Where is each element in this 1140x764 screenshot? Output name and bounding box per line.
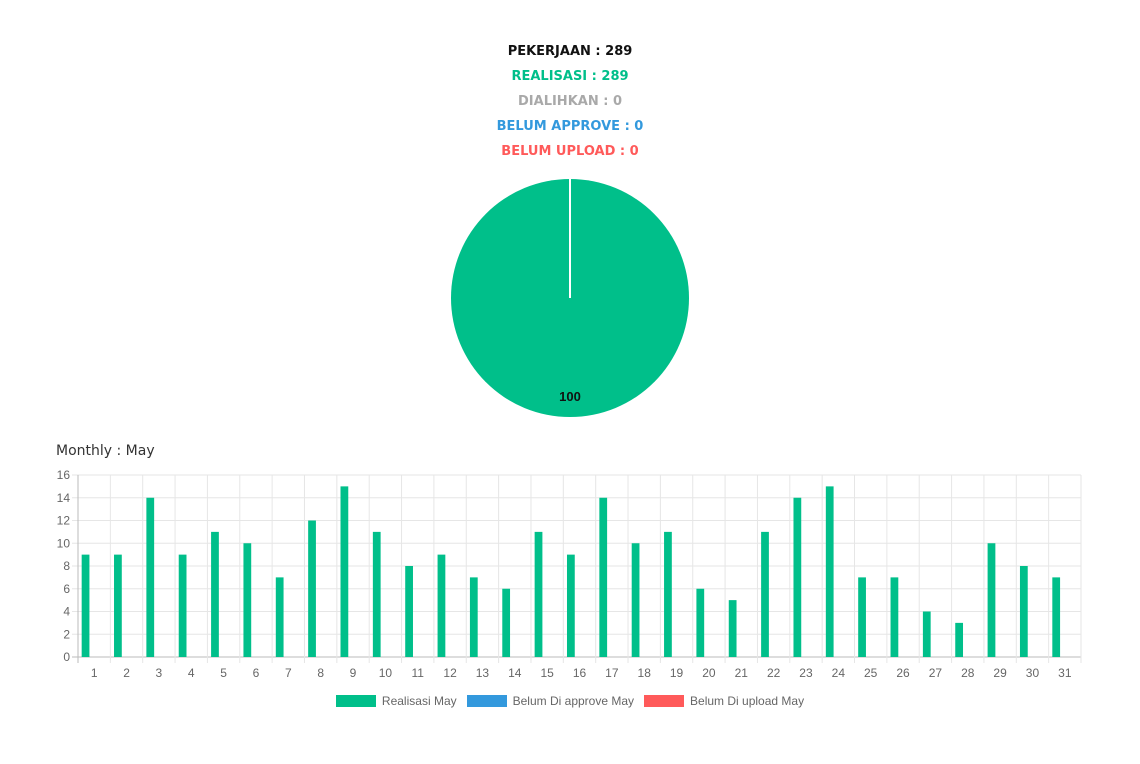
bar-realisasi (631, 543, 640, 657)
y-tick-label: 8 (63, 559, 70, 573)
x-tick-label: 15 (540, 666, 554, 680)
x-tick-label: 4 (188, 666, 195, 680)
realisasi-count: REALISASI : 289 (511, 69, 629, 84)
x-tick-label: 25 (864, 666, 878, 680)
bar-realisasi (793, 497, 802, 657)
dialihkan-count: DIALIHKAN : 0 (518, 94, 622, 109)
bar-realisasi (340, 486, 349, 657)
bar-realisasi (664, 531, 672, 657)
x-tick-label: 9 (350, 666, 357, 680)
bar-realisasi (275, 577, 284, 657)
belum-approve-count: BELUM APPROVE : 0 (496, 119, 644, 134)
pekerjaan-count: PEKERJAAN : 289 (507, 44, 633, 59)
x-tick-label: 31 (1058, 666, 1072, 680)
bar-realisasi (81, 554, 90, 657)
x-tick-label: 10 (379, 666, 393, 680)
x-tick-label: 7 (285, 666, 292, 680)
bar-realisasi (858, 577, 866, 657)
x-tick-label: 24 (832, 666, 846, 680)
bar-realisasi (534, 531, 543, 657)
bar-realisasi (761, 531, 769, 657)
bar-realisasi (469, 577, 478, 657)
y-tick-label: 0 (63, 650, 70, 664)
x-tick-label: 19 (670, 666, 684, 680)
x-tick-label: 12 (443, 666, 457, 680)
x-tick-label: 13 (476, 666, 490, 680)
bar-realisasi (502, 588, 511, 657)
x-tick-label: 30 (1026, 666, 1040, 680)
legend-label: Belum Di upload May (690, 694, 805, 708)
bar-realisasi (1052, 577, 1061, 657)
x-tick-label: 20 (702, 666, 716, 680)
x-tick-label: 29 (993, 666, 1007, 680)
bar-realisasi (696, 588, 705, 657)
y-tick-label: 4 (63, 605, 70, 619)
x-tick-label: 2 (123, 666, 130, 680)
x-tick-label: 26 (896, 666, 910, 680)
x-tick-label: 27 (929, 666, 943, 680)
legend-label: Realisasi May (381, 694, 457, 708)
bar-realisasi (987, 543, 996, 657)
bar-realisasi (372, 531, 381, 657)
bar-realisasi (146, 497, 155, 657)
monthly-title: Monthly : May (56, 443, 155, 459)
bar-realisasi (728, 600, 737, 657)
bar-realisasi (243, 543, 252, 657)
bar-realisasi (890, 577, 899, 657)
x-tick-label: 18 (638, 666, 652, 680)
y-tick-label: 6 (63, 582, 70, 596)
legend-swatch (335, 695, 376, 707)
bar-realisasi (566, 554, 575, 657)
x-tick-label: 16 (573, 666, 587, 680)
chart-legend: Realisasi May Belum Di approve May Belum D… (0, 694, 1140, 708)
x-tick-label: 22 (767, 666, 781, 680)
y-tick-label: 10 (57, 536, 71, 550)
y-tick-label: 14 (57, 491, 71, 505)
legend-item[interactable]: Belum Di upload May (644, 694, 804, 708)
x-tick-label: 21 (735, 666, 749, 680)
bar-realisasi (405, 566, 413, 657)
bar-realisasi (955, 622, 964, 657)
x-tick-label: 17 (605, 666, 619, 680)
x-tick-label: 6 (253, 666, 260, 680)
y-tick-label: 2 (63, 627, 70, 641)
bar-realisasi (1019, 566, 1028, 657)
x-tick-label: 8 (317, 666, 324, 680)
bar-realisasi (922, 611, 931, 657)
legend-label: Belum Di approve May (512, 694, 635, 708)
x-tick-label: 11 (411, 666, 424, 680)
bar-realisasi (308, 520, 316, 657)
legend-swatch (466, 695, 507, 707)
x-tick-label: 5 (220, 666, 227, 680)
x-tick-label: 23 (799, 666, 813, 680)
x-tick-label: 1 (91, 666, 98, 680)
bar-realisasi (211, 531, 219, 657)
bar-realisasi (178, 554, 187, 657)
x-tick-label: 14 (508, 666, 522, 680)
summary-block: PEKERJAAN : 289 REALISASI : 289 DIALIHKA… (0, 42, 1140, 167)
x-tick-label: 28 (961, 666, 975, 680)
y-tick-label: 16 (57, 468, 71, 482)
bar-realisasi (825, 486, 834, 657)
legend-swatch (644, 695, 685, 707)
legend-item[interactable]: Realisasi May (335, 694, 457, 708)
belum-upload-count: BELUM UPLOAD : 0 (501, 144, 639, 159)
bar-realisasi (114, 554, 122, 657)
bar-realisasi (599, 497, 608, 657)
pie-chart: 100 (451, 179, 689, 417)
legend-item[interactable]: Belum Di approve May (466, 694, 635, 708)
bar-realisasi (437, 554, 446, 657)
x-tick-label: 3 (156, 666, 163, 680)
pie-slice-label: 100 (559, 389, 581, 404)
y-tick-label: 12 (57, 514, 71, 528)
